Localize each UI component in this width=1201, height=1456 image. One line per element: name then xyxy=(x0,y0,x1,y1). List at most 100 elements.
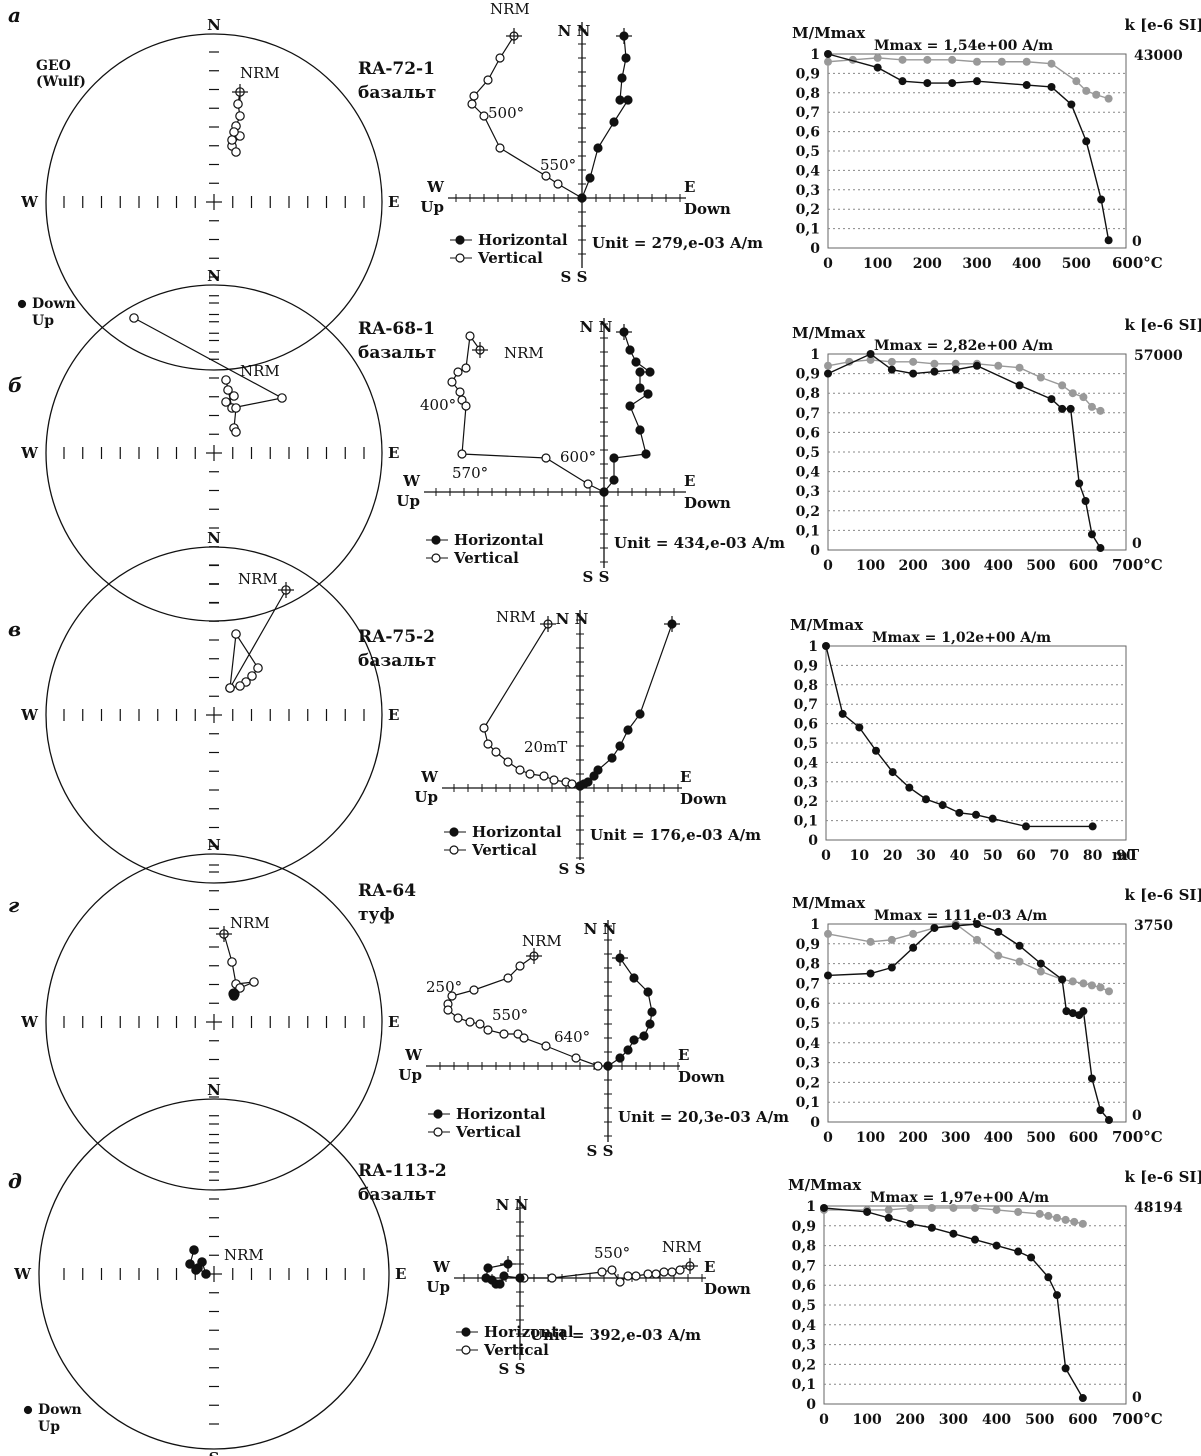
zijd-horizontal-point xyxy=(623,725,633,735)
chart-y-tick: 0,7 xyxy=(796,406,820,422)
chart-x-tick: 200 xyxy=(899,558,928,574)
chart-data-point xyxy=(845,357,854,366)
chart-x-tick: 400 xyxy=(984,558,1013,574)
chart-data-point xyxy=(824,369,832,378)
zijd-vertical-point xyxy=(541,171,551,181)
zijd-vertical-point xyxy=(675,1265,685,1275)
chart-y-tick: 0,9 xyxy=(796,937,820,953)
stereonet-circle xyxy=(45,853,383,1191)
chart-y-tick: 0,5 xyxy=(794,736,818,752)
chart-data-point xyxy=(1079,979,1088,988)
chart-data-point xyxy=(1022,81,1031,90)
zijd-vertical-point xyxy=(453,1013,463,1023)
chart-data-point xyxy=(922,795,930,804)
sample-id: RA-72-1 xyxy=(358,59,435,79)
zijd-vertical-point xyxy=(443,1005,453,1015)
stereonet-point xyxy=(189,1245,199,1255)
chart-data-point xyxy=(1015,363,1024,372)
zijd-horizontal-point xyxy=(625,401,635,411)
chart-k-max: 57000 xyxy=(1134,348,1183,364)
stereonet-east: E xyxy=(395,1265,406,1283)
chart-data-point xyxy=(1058,381,1067,390)
chart-data-point xyxy=(909,357,918,366)
stereonet-nrm-label: NRM xyxy=(230,914,270,932)
chart-frame xyxy=(827,923,1127,1123)
chart-data-point xyxy=(863,1207,872,1216)
stereonet-point xyxy=(247,671,257,681)
chart-data-point xyxy=(1078,1394,1087,1403)
chart-k-label: k [e-6 SI] xyxy=(1124,316,1201,334)
zijd-horizontal-point xyxy=(647,1007,657,1017)
chart-y-tick: 0,7 xyxy=(796,976,820,992)
legend-horizontal: Horizontal xyxy=(454,531,544,549)
chart-k-min: 0 xyxy=(1132,1390,1142,1406)
zijd-vertical-point xyxy=(455,387,465,397)
stereonet-point xyxy=(227,957,237,967)
zijd-step-label: 550° xyxy=(540,156,576,174)
zijd-up: Up xyxy=(398,1066,422,1084)
zijd-horizontal-point xyxy=(515,1273,525,1283)
chart-y-tick: 0,4 xyxy=(792,1318,817,1334)
zijd-horizontal-point xyxy=(623,95,633,105)
chart-x-tick: 50 xyxy=(983,848,1003,864)
chart-data-point xyxy=(949,1229,958,1238)
zijd-vertical-point xyxy=(525,769,535,779)
stereonet-circle xyxy=(45,33,383,371)
zijd-vertical-point xyxy=(667,1267,677,1277)
chart-x-tick: 70 xyxy=(1050,848,1070,864)
chart-data-point xyxy=(1104,1116,1113,1125)
chart-y-tick: 0 xyxy=(806,1397,816,1413)
stereonet-east: E xyxy=(388,193,399,211)
chart-y-tick: 0,3 xyxy=(796,1056,820,1072)
legend-horizontal-dot xyxy=(455,235,465,245)
chart-x-tick: 300 xyxy=(941,1130,970,1146)
chart-k-max: 43000 xyxy=(1134,48,1183,64)
zijd-vertical-path xyxy=(471,35,583,199)
chart-data-point xyxy=(988,814,997,823)
zijd-horizontal-point xyxy=(645,367,655,377)
chart-data-point xyxy=(1087,1074,1096,1083)
chart-data-point xyxy=(887,357,896,366)
chart-data-point xyxy=(824,57,832,66)
chart-data-point xyxy=(1015,957,1024,966)
legend-vertical-dot xyxy=(461,1345,471,1355)
chart-x-tick: 100 xyxy=(863,256,892,272)
zijd-south: S S xyxy=(561,268,588,286)
chart-y-tick: 0,2 xyxy=(796,1075,820,1091)
zijd-step-label: NRM xyxy=(496,608,536,626)
chart-series-line xyxy=(827,923,1110,1121)
chart-x-tick: 60 xyxy=(1016,848,1036,864)
stereonet-point xyxy=(225,683,235,693)
chart-data-point xyxy=(1047,395,1056,404)
chart-data-point xyxy=(1097,195,1106,204)
zijd-horizontal-point xyxy=(499,1271,509,1281)
chart-y-tick: 0,7 xyxy=(796,105,820,121)
chart-data-point xyxy=(1022,57,1031,66)
chart-data-point xyxy=(972,810,980,819)
zijd-vertical-point xyxy=(495,143,505,153)
chart-data-point xyxy=(973,935,981,944)
chart-k-label: k [e-6 SI] xyxy=(1124,1168,1201,1186)
stereonet-east: E xyxy=(388,444,399,462)
chart-y-tick: 0,2 xyxy=(796,504,820,520)
stereonet-point xyxy=(228,988,240,1000)
zijd-unit: Unit = 434,e-03 A/m xyxy=(614,534,785,552)
chart-x-tick: 400 xyxy=(984,1130,1013,1146)
chart-data-point xyxy=(873,63,882,72)
chart-y-tick: 0,8 xyxy=(796,386,820,402)
legend-horizontal-dot xyxy=(433,1109,443,1119)
chart-data-point xyxy=(1062,1007,1071,1016)
chart-x-unit: mT xyxy=(1112,846,1140,864)
zijd-vertical-point xyxy=(631,1271,641,1281)
stereonet-west: W xyxy=(20,444,39,462)
chart-y-tick: 0,8 xyxy=(796,957,820,973)
chart-data-point xyxy=(994,361,1003,370)
rock-type: базальт xyxy=(358,343,436,363)
zijd-vertical-point xyxy=(469,985,479,995)
zijd-vertical-path xyxy=(447,955,608,1067)
zijd-vertical-point xyxy=(483,739,493,749)
panel-letter: в xyxy=(8,617,21,641)
chart-y-tick: 0,6 xyxy=(796,425,820,441)
zijd-vertical-point xyxy=(539,771,549,781)
zijd-horizontal-point xyxy=(599,487,609,497)
